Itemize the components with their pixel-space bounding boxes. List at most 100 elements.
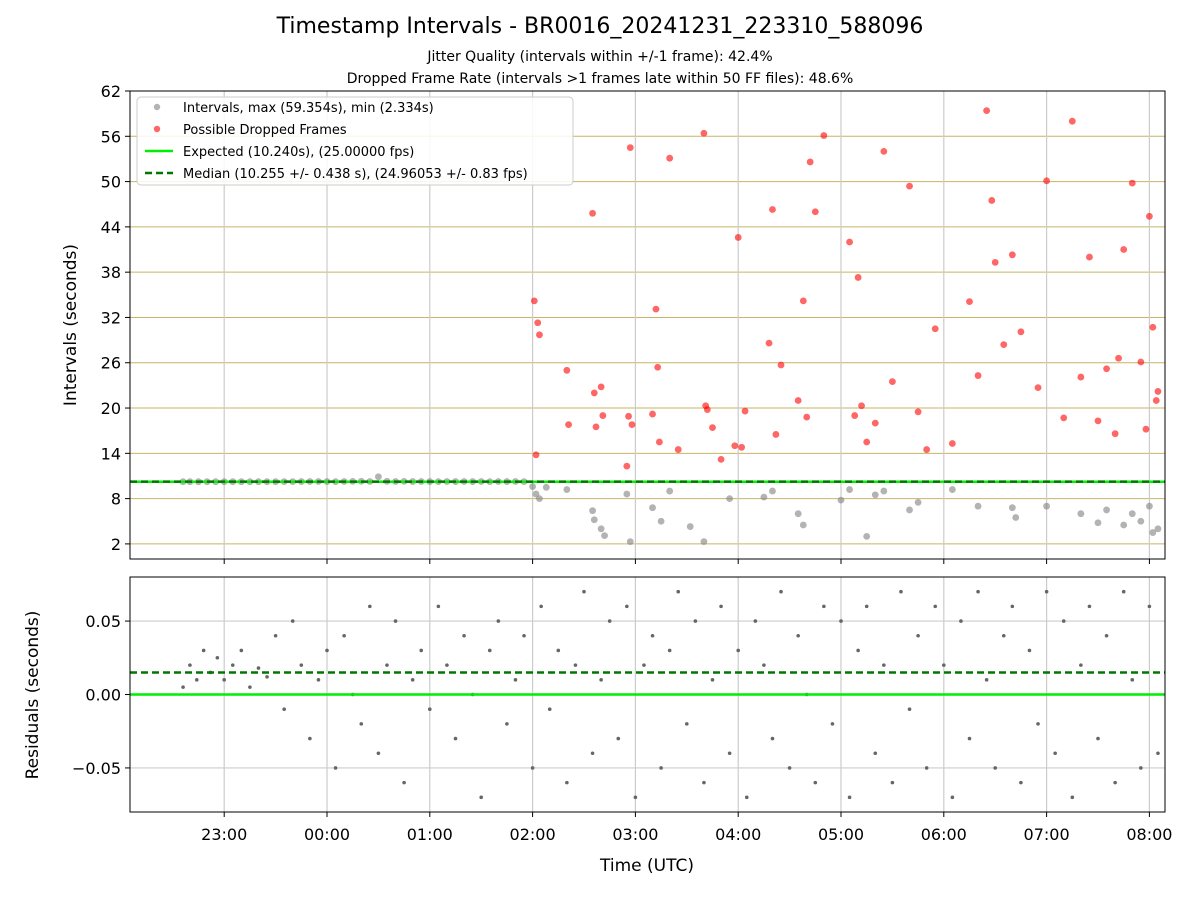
residual-point (702, 780, 706, 785)
bottom-y-tick-label: 0.05 (85, 612, 121, 631)
dropped-frame-point (597, 383, 605, 391)
interval-point (906, 506, 913, 514)
interval-point (1012, 514, 1020, 521)
dropped-frame-point (649, 410, 656, 418)
dropped-frame-point (1128, 179, 1136, 187)
residual-point (1061, 619, 1066, 623)
residual-point (256, 666, 261, 670)
dropped-frame-point (536, 331, 543, 339)
residual-point (428, 707, 432, 711)
interval-point (1146, 502, 1153, 510)
residual-point (1096, 736, 1100, 741)
dropped-frame-point (846, 238, 853, 246)
dropped-frame-point (1094, 417, 1102, 425)
legend: Intervals, max (59.354s), min (2.334s) P… (136, 96, 574, 186)
residual-point (513, 678, 518, 682)
residual-point (736, 648, 740, 653)
residual-point (616, 736, 621, 741)
top-y-tick-label: 14 (101, 444, 121, 463)
dropped-frame-point (794, 397, 802, 404)
interval-point (760, 493, 768, 501)
interval-point (1094, 519, 1102, 527)
dropped-frame-point (1120, 246, 1128, 253)
dropped-frame-point (811, 208, 819, 216)
dropped-frame-point (1034, 384, 1042, 392)
dropped-frame-point (988, 197, 996, 204)
dropped-frame-point (655, 438, 663, 446)
dropped-frame-point (1154, 388, 1162, 395)
dropped-frame-point (563, 366, 571, 374)
dropped-frame-point (734, 234, 742, 241)
dropped-frame-point (863, 438, 871, 446)
residual-point (487, 648, 492, 653)
dropped-frame-point (772, 431, 780, 438)
residual-point (1027, 648, 1032, 653)
dropped-frame-point (731, 442, 739, 450)
interval-point (1149, 529, 1157, 536)
residual-point (924, 766, 929, 770)
dropped-frame-point (628, 421, 636, 429)
residual-point (368, 604, 372, 609)
interval-point (974, 502, 982, 510)
residual-point (222, 678, 226, 682)
residual-point (181, 685, 185, 689)
jitter-quality-subtitle: Jitter Quality (intervals within +/-1 fr… (427, 49, 773, 65)
top-y-tick-label: 56 (101, 127, 121, 146)
residual-point (462, 633, 466, 638)
residual-point (410, 678, 415, 682)
top-plot-frame (129, 90, 1166, 560)
residual-point (590, 751, 595, 756)
residual-point (1130, 678, 1135, 682)
interval-point (948, 486, 956, 493)
legend-dropped-marker (153, 125, 161, 133)
dropped-frame-point (820, 132, 828, 139)
bottom-y-tick-label: −0.05 (72, 759, 121, 778)
dropped-frame-point (871, 419, 879, 427)
dropped-frame-point (974, 372, 982, 379)
x-tick-label: 00:00 (304, 825, 350, 844)
interval-point (590, 516, 598, 524)
dropped-frame-rate-subtitle: Dropped Frame Rate (intervals >1 frames … (346, 71, 854, 87)
residual-point (239, 648, 244, 653)
dropped-frame-point (1137, 358, 1145, 366)
dropped-frame-point (948, 440, 956, 447)
residual-point (976, 589, 980, 594)
top-y-tick-label: 62 (101, 82, 121, 101)
residual-point (950, 795, 955, 800)
residual-point (248, 685, 252, 689)
residual-point (727, 751, 732, 756)
interval-point (1103, 506, 1110, 514)
dropped-frame-point (1017, 328, 1025, 336)
dropped-frame-point (880, 147, 888, 155)
interval-point (666, 487, 674, 495)
residual-point (453, 736, 458, 741)
dropped-frame-point (1115, 354, 1122, 362)
interval-point (649, 504, 656, 512)
x-tick-label: 02:00 (510, 825, 556, 844)
residual-point (916, 633, 920, 638)
residual-point (967, 736, 972, 741)
dropped-frame-point (1043, 177, 1050, 185)
dropped-frame-point (769, 206, 776, 213)
dropped-frame-point (738, 443, 746, 451)
x-tick-label: 01:00 (407, 825, 453, 844)
interval-point (542, 483, 550, 491)
residual-point (659, 766, 663, 770)
legend-dropped-label: Possible Dropped Frames (183, 123, 347, 138)
dropped-frame-point (590, 389, 598, 397)
residual-point (402, 780, 406, 785)
residual-point (787, 766, 792, 770)
interval-point (914, 498, 922, 506)
residual-point (993, 766, 997, 770)
dropped-frame-point (858, 402, 865, 410)
interval-point (799, 521, 807, 529)
dropped-frame-point (532, 451, 540, 459)
dropped-frame-point (1068, 117, 1076, 125)
interval-point (846, 486, 853, 493)
interval-point (880, 487, 888, 495)
residual-point (779, 589, 783, 594)
dropped-frame-point (966, 298, 973, 305)
residual-point (839, 619, 843, 623)
residual-point (1044, 589, 1049, 594)
residual-point (942, 663, 946, 667)
